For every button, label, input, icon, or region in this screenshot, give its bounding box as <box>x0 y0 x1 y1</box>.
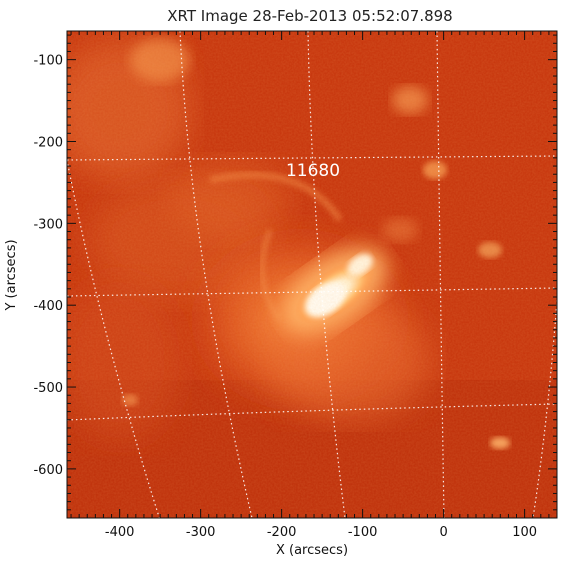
x-tick-label: -300 <box>186 525 216 540</box>
x-tick-label: 100 <box>512 525 537 540</box>
y-tick-label: -500 <box>33 381 63 396</box>
y-tick-label: -300 <box>33 217 63 232</box>
y-tick-label: -400 <box>33 299 63 314</box>
x-tick-label: -400 <box>105 525 135 540</box>
active-region-label: 11680 <box>286 161 340 181</box>
solar-image <box>67 31 557 518</box>
x-tick-label: -100 <box>348 525 378 540</box>
image-title: XRT Image 28-Feb-2013 05:52:07.898 <box>167 7 452 25</box>
x-axis: -400 -300 -200 -100 0 100 <box>70 31 558 540</box>
y-tick-label: -600 <box>33 463 63 478</box>
y-axis: -100 -200 -300 -400 -500 -600 <box>33 34 557 519</box>
y-tick-label: -100 <box>33 54 63 69</box>
x-tick-label: 0 <box>439 525 447 540</box>
y-axis-label: Y (arcsecs) <box>4 239 19 311</box>
x-tick-label: -200 <box>267 525 297 540</box>
y-tick-label: -200 <box>33 135 63 150</box>
coordinate-grid <box>67 31 557 518</box>
x-axis-label: X (arcsecs) <box>276 543 348 558</box>
plot-frame <box>66 30 558 519</box>
